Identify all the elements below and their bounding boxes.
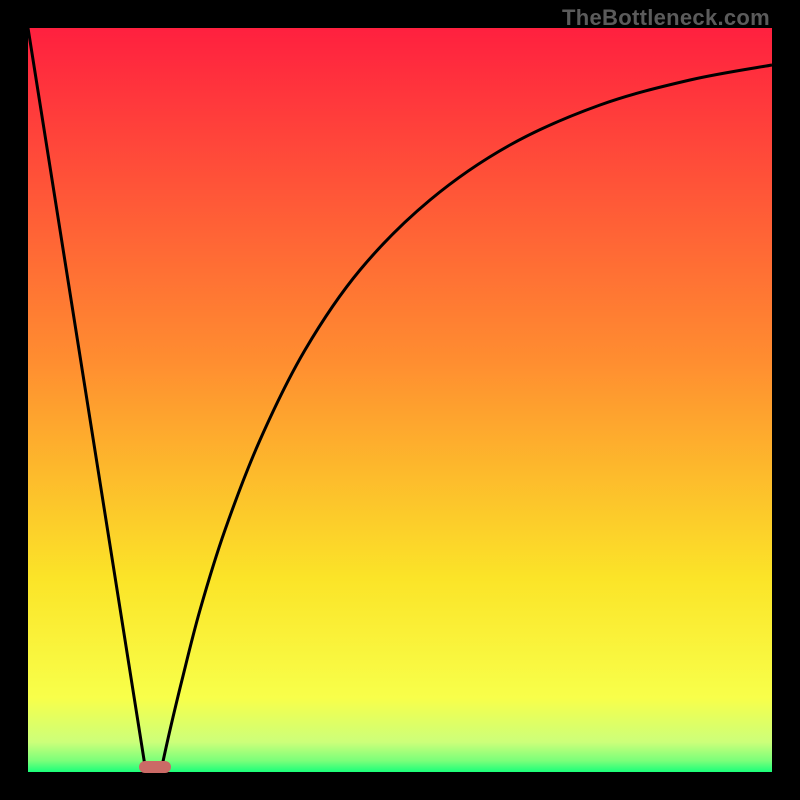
v-curve-path	[28, 28, 772, 766]
bottleneck-marker	[139, 761, 171, 773]
curve-overlay	[0, 0, 800, 800]
chart-container: TheBottleneck.com	[0, 0, 800, 800]
watermark-text: TheBottleneck.com	[562, 5, 770, 31]
